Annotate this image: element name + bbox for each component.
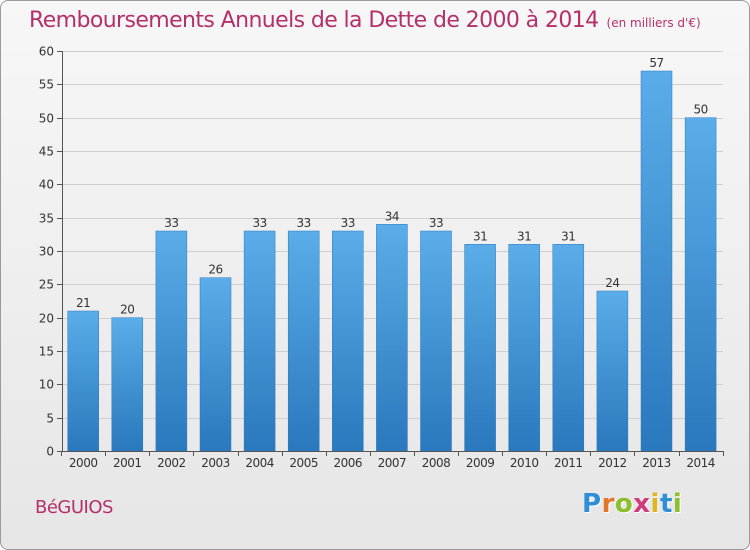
y-tick-label: 25 [39,278,54,292]
bar-2003 [199,277,232,452]
value-label-2005: 33 [297,216,311,230]
y-tick-label: 50 [39,112,54,126]
x-tick-label: 2006 [334,456,363,470]
value-label-2006: 33 [341,216,355,230]
y-tick-label: 30 [39,245,54,259]
x-tick-label: 2001 [113,456,142,470]
bar-2000 [67,310,99,452]
y-tick-label: 0 [46,445,54,459]
x-tick-label: 2007 [378,456,407,470]
bar-2012 [596,290,629,452]
x-tick-label: 2012 [598,456,627,470]
y-tick-label: 5 [46,412,54,426]
x-tick-label: 2011 [554,456,583,470]
x-tick-label: 2014 [686,456,715,470]
bar-2007 [376,224,408,452]
logo-letter: i [650,489,660,519]
data-labels: 21 20 33 26 33 33 33 34 33 31 31 31 24 57 50 [76,56,708,317]
value-label-2003: 26 [208,263,222,277]
y-tick-label: 35 [39,212,54,226]
value-label-2008: 33 [429,216,443,230]
x-tick-label: 2010 [510,456,539,470]
y-tick-label: 15 [39,345,54,359]
value-label-2007: 34 [385,209,399,223]
value-label-2004: 33 [252,216,266,230]
bar-2004 [243,230,276,452]
x-tick-label: 2000 [69,456,98,470]
logo-letter: r [601,489,615,519]
x-tick-label: 2002 [157,456,186,470]
bar-2001 [111,317,144,452]
logo-letter: x [633,489,651,519]
bar-2006 [332,230,364,452]
value-label-2009: 31 [473,229,487,243]
commune-name: BéGUIOS [35,497,113,518]
axes: 0 5 10 15 20 25 30 35 40 45 50 55 60 2000 2001 2002 2003… [39,45,724,470]
bar-2013 [640,70,673,452]
y-tick-label: 60 [39,45,54,59]
chart-title-unit: (en milliers d'€) [606,16,701,30]
bar-2005 [287,230,320,452]
y-tick-label: 45 [39,145,54,159]
bar-2008 [420,230,452,452]
bar-2010 [508,244,540,452]
x-tick-label: 2009 [466,456,495,470]
bar-2009 [464,244,496,452]
chart-title-main: Remboursements Annuels de la Dette de 20… [29,8,599,33]
value-label-2012: 24 [605,276,619,290]
x-tick-label: 2003 [201,456,230,470]
value-label-2010: 31 [517,229,531,243]
value-label-2011: 31 [561,229,575,243]
x-tick-label: 2004 [245,456,274,470]
y-tick-label: 10 [39,378,54,392]
logo-letter: o [614,489,634,519]
chart-title: Remboursements Annuels de la Dette de 20… [29,8,701,33]
y-tick-label: 55 [39,78,54,92]
x-tick-label: 2008 [422,456,451,470]
logo-letter: t [659,489,673,519]
value-label-2013: 57 [649,56,663,70]
bar-2002 [155,230,188,452]
y-tick-label: 20 [39,312,54,326]
value-label-2002: 33 [164,216,178,230]
logo-letter: i [672,489,683,519]
y-tick-label: 40 [39,178,54,192]
bar-2014 [684,117,717,452]
bars [67,70,717,452]
proxiti-logo: Proxiti [582,489,682,519]
value-label-2001: 20 [120,303,134,317]
bar-2011 [552,244,585,452]
value-label-2014: 50 [693,103,707,117]
x-tick-label: 2013 [642,456,671,470]
value-label-2000: 21 [76,296,90,310]
x-tick-label: 2005 [289,456,318,470]
logo-letter: P [582,489,602,519]
